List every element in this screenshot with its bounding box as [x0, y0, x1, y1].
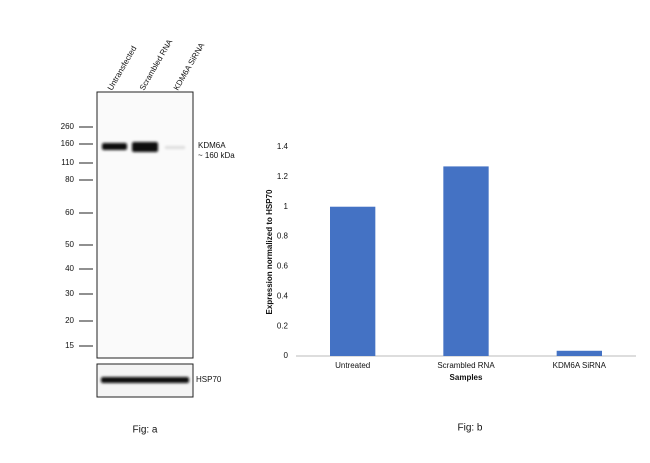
marker-label: 30 [65, 289, 74, 298]
bar [330, 206, 376, 356]
lane-label: Scrambled RNA [138, 37, 175, 92]
x-axis-label: Samples [450, 373, 483, 382]
x-tick-label: Untreated [335, 361, 370, 370]
y-tick-label: 1 [284, 202, 289, 211]
caption: Fig: a [132, 425, 157, 436]
lane-label: Untransfected [106, 44, 139, 92]
y-tick-label: 0 [284, 351, 289, 360]
marker-label: 40 [65, 264, 74, 273]
y-tick-label: 0.6 [277, 262, 289, 271]
y-axis-label: Expression normalized to HSP70 [265, 189, 274, 314]
marker-label: 20 [65, 316, 74, 325]
band-label: KDM6A [198, 141, 226, 150]
band [132, 142, 158, 152]
y-tick-label: 0.2 [277, 321, 289, 330]
band [101, 377, 189, 383]
marker-label: 15 [65, 341, 74, 350]
x-tick-label: Scrambled RNA [437, 361, 495, 370]
marker-label: 80 [65, 175, 74, 184]
marker-label: 110 [61, 158, 74, 167]
marker-label: 160 [61, 139, 75, 148]
marker-label: 60 [65, 208, 74, 217]
blot-panel [96, 91, 194, 359]
band-size: ~ 160 kDa [198, 151, 235, 160]
band [102, 143, 127, 150]
caption: Fig: b [457, 423, 482, 434]
marker-label: 50 [65, 240, 74, 249]
y-tick-label: 0.4 [277, 291, 289, 300]
y-tick-label: 1.4 [277, 142, 289, 151]
lane-label: KDM6A SiRNA [172, 41, 207, 92]
y-tick-label: 0.8 [277, 232, 289, 241]
control-label: HSP70 [196, 375, 222, 384]
x-tick-label: KDM6A SiRNA [553, 361, 607, 370]
bar [556, 350, 602, 356]
band [165, 146, 185, 149]
marker-label: 260 [61, 122, 75, 131]
y-tick-label: 1.2 [277, 172, 289, 181]
bar [443, 166, 489, 356]
